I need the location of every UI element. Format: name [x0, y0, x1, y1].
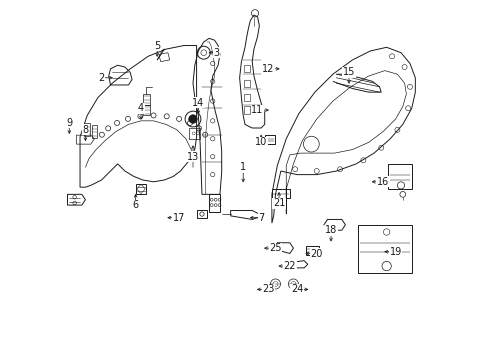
Text: 1: 1 — [240, 162, 246, 172]
Text: 6: 6 — [133, 200, 139, 210]
Text: 9: 9 — [66, 118, 73, 128]
Text: 24: 24 — [291, 284, 303, 294]
Text: 18: 18 — [325, 225, 337, 235]
Text: 12: 12 — [262, 64, 274, 74]
Text: 7: 7 — [258, 213, 264, 222]
Text: 10: 10 — [255, 138, 267, 147]
Text: 5: 5 — [154, 41, 160, 50]
Text: 14: 14 — [192, 98, 204, 108]
Text: 11: 11 — [251, 105, 264, 115]
Text: 22: 22 — [284, 261, 296, 271]
Text: 4: 4 — [138, 103, 144, 113]
Circle shape — [189, 115, 197, 123]
Text: 20: 20 — [311, 248, 323, 258]
Text: 21: 21 — [273, 198, 285, 208]
Text: 16: 16 — [377, 177, 389, 187]
Text: 19: 19 — [390, 247, 402, 257]
Text: 25: 25 — [269, 243, 282, 253]
Text: 17: 17 — [172, 213, 185, 222]
Text: 2: 2 — [98, 73, 105, 83]
Text: 3: 3 — [213, 48, 220, 58]
Text: 13: 13 — [187, 152, 199, 162]
Text: 15: 15 — [343, 67, 355, 77]
Text: 23: 23 — [262, 284, 274, 294]
Text: 8: 8 — [82, 125, 89, 135]
